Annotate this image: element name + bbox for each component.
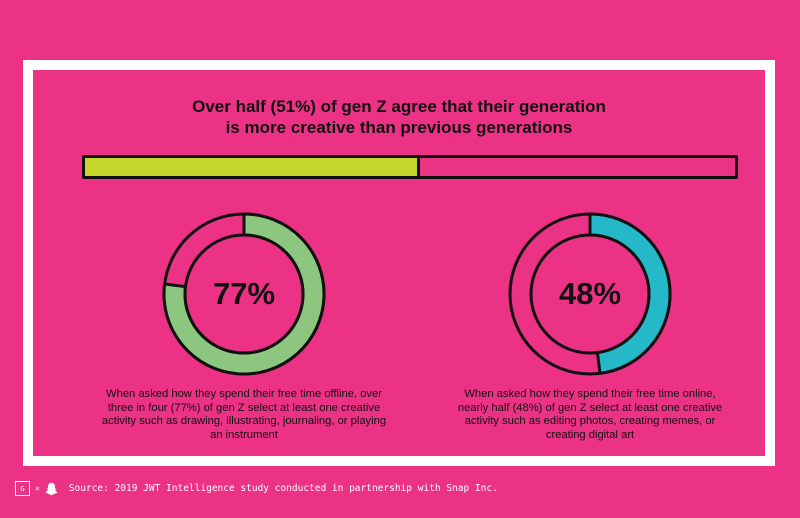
brand-logo-icon: G [15,481,30,496]
offline-caption: When asked how they spend their free tim… [94,388,394,442]
offline-donut-chart [162,212,326,376]
online-caption-line: activity such as editing photos, creatin… [464,415,716,427]
offline-caption-line: an instrument [210,428,278,441]
offline-donut: 77% [162,212,326,376]
online-donut: 48% [508,212,672,376]
times-separator: × [35,484,40,493]
online-percent-label: 48% [558,276,622,311]
online-caption-line: creating digital art [545,428,635,441]
title-line-1: Over half (51%) of gen Z agree that thei… [192,97,606,116]
online-caption: When asked how they spend their free tim… [440,388,740,442]
online-caption-line: When asked how they spend their free tim… [464,388,716,400]
offline-caption-line: When asked how they spend their free tim… [106,388,382,400]
offline-caption-line: three in four (77%) of gen Z select at l… [107,401,381,414]
chart-title: Over half (51%) of gen Z agree that thei… [33,96,765,138]
offline-ring-hole [183,233,305,355]
agreement-bar [82,155,738,179]
footer: G × Source: 2019 JWT Intelligence study … [15,481,498,496]
title-line-2: is more creative than previous generatio… [225,118,573,137]
online-ring-hole [529,233,651,355]
source-note: Source: 2019 JWT Intelligence study cond… [68,483,498,494]
offline-percent-label: 77% [212,276,276,311]
agreement-bar-fill [85,158,420,176]
online-caption-line: nearly half (48%) of gen Z select at lea… [457,401,723,414]
snapchat-ghost-icon [45,482,58,495]
infographic-frame: Over half (51%) of gen Z agree that thei… [23,60,775,466]
online-donut-chart [508,212,672,376]
offline-caption-line: activity such as drawing, illustrating, … [101,415,387,427]
